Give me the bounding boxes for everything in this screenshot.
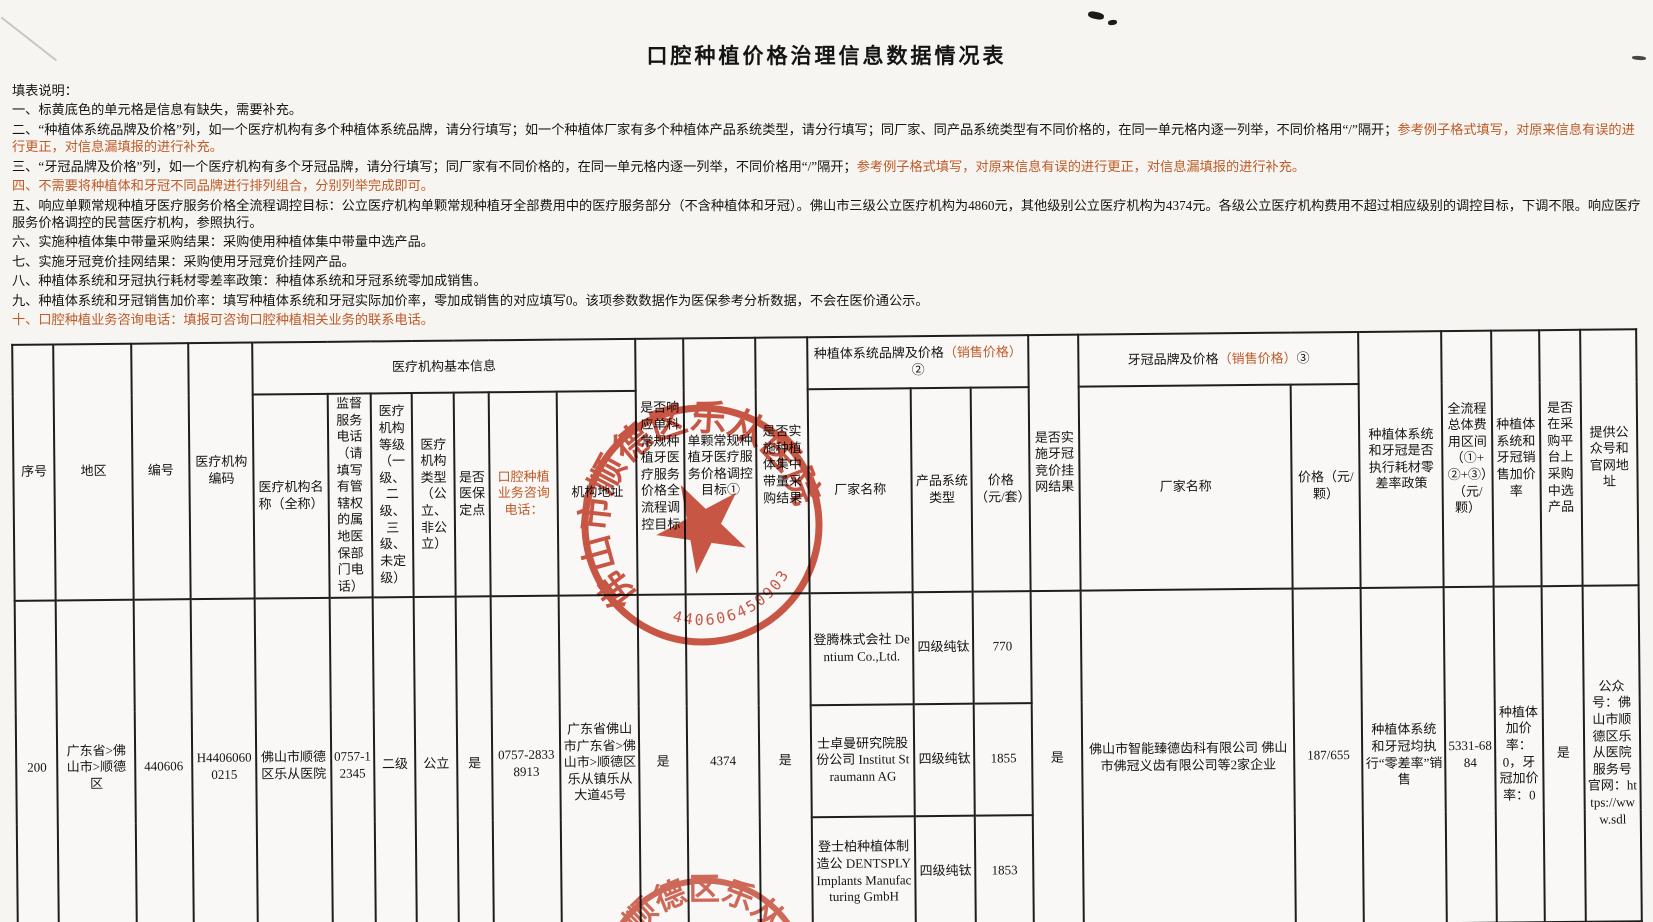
cell-crown-price: 187/655 xyxy=(1292,587,1365,922)
cell-implant-price-2: 1855 xyxy=(974,703,1034,816)
header-product-type: 产品系统类型 xyxy=(910,388,973,593)
instruction-item-10: 十、口腔种植业务咨询电话：填报可咨询口腔种植相关业务的联系电话。 xyxy=(12,312,434,328)
cell-org-type: 公立 xyxy=(414,596,459,922)
header-org-code: 医疗机构编码 xyxy=(188,343,255,600)
group-label-highlight: （销售价格） xyxy=(943,345,1022,361)
cell-zero-markup: 种植体系统和牙冠均执行“零差率”销售 xyxy=(1361,587,1448,922)
header-address: 机构地址 xyxy=(556,391,638,596)
price-governance-table: 序号 地区 编号 医疗机构编码 医疗机构基本信息 是否响应单科常规种植牙医疗服务… xyxy=(11,328,1643,922)
group-label-highlight: （销售价格） xyxy=(1218,350,1297,367)
instruction-item-9: 九、种植体系统和牙冠销售加价率：填写种植体系统和牙冠实际加价率，零加成销售的对应… xyxy=(12,292,929,308)
cell-seq: 200 xyxy=(14,600,60,922)
cell-region: 广东省>佛山市>顺德区 xyxy=(56,599,137,922)
header-crown-listing: 是否实施牙冠竞价挂网结果 xyxy=(1028,335,1081,592)
group-label-num: ② xyxy=(911,362,925,378)
cell-total-cost: 5331-6884 xyxy=(1443,586,1497,922)
instructions-heading: 填表说明： xyxy=(12,83,78,98)
header-implant-price: 价格（元/套） xyxy=(970,387,1031,592)
data-table-wrapper: 序号 地区 编号 医疗机构编码 医疗机构基本信息 是否响应单科常规种植牙医疗服务… xyxy=(11,328,1653,922)
cell-supervise-phone: 0757-12345 xyxy=(329,597,376,922)
header-consult-phone: 口腔种植业务咨询电话： xyxy=(488,392,559,597)
instruction-item-1: 一、标黄底色的单元格是信息有缺失，需要补充。 xyxy=(12,102,303,118)
cell-org-code: H44060600215 xyxy=(190,598,258,922)
cell-platform-purchase: 是 xyxy=(1541,585,1586,922)
instruction-item-4: 四、不需要将种植体和牙冠不同品牌进行排列组合，分别列举完成即可。 xyxy=(12,178,434,194)
cell-crown-listing: 是 xyxy=(1030,590,1084,922)
header-total-cost: 全流程总体费用区间（①+②+③）（元/颗） xyxy=(1441,331,1494,588)
instruction-item-7: 七、实施牙冠竞价挂网结果：采购使用牙冠竞价挂网产品。 xyxy=(12,253,355,269)
cell-price-target: 4374 xyxy=(685,593,761,922)
instruction-item-3: 三、“牙冠品牌及价格”列，如一个医疗机构有多个牙冠品牌，请分行填写；同厂家有不同… xyxy=(12,158,1643,175)
instruction-text-highlight: 参考例子格式填写，对原来信息有误的进行更正，对信息漏填报的进行补充。 xyxy=(856,158,1306,174)
header-implant-vbp: 是否实施种植体集中带量采购结果 xyxy=(755,337,810,594)
header-respond-target: 是否响应单科常规种植牙医疗服务价格全流程调控目标 xyxy=(635,338,686,595)
cell-org-name: 佛山市顺德区乐从医院 xyxy=(254,597,333,922)
header-markup-rate: 种植体系统和牙冠销售加价率 xyxy=(1491,330,1542,587)
cell-implant-maker-1: 登腾株式会社 Dentium Co.,Ltd. xyxy=(809,592,914,706)
header-crown-maker: 厂家名称 xyxy=(1078,385,1293,591)
cell-implant-price-3: 1853 xyxy=(975,815,1035,922)
cell-product-type-2: 四级纯钛 xyxy=(913,703,976,817)
instruction-item-6: 六、实施种植体集中带量采购结果：采购使用种植体集中带量中选产品。 xyxy=(12,234,434,250)
header-official-site: 提供公众号和官网地址 xyxy=(1580,329,1639,586)
header-seq: 序号 xyxy=(12,344,57,601)
header-price-target: 单颗常规种植牙医疗服务价格调控目标① xyxy=(682,338,758,595)
instruction-item-2: 二、“种植体系统品牌及价格”列，如一个医疗机构有多个种植体系统品牌，请分行填写；… xyxy=(12,121,1643,156)
cell-crown-maker: 佛山市智能臻德齿科有限公司 佛山市佛冠义齿有限公司等2家企业 xyxy=(1080,588,1296,922)
cell-product-type-3: 四级纯钛 xyxy=(915,815,977,922)
cell-implant-vbp: 是 xyxy=(757,593,813,922)
instruction-text: 三、“牙冠品牌及价格”列，如一个医疗机构有多个牙冠品牌，请分行填写；同厂家有不同… xyxy=(12,158,857,174)
header-supervise-phone: 监督服务电话（请填写有管辖权的属地医保部门电话） xyxy=(327,393,373,598)
cell-implant-maker-2: 士卓曼研究院股份公司 Institut Straumann AG xyxy=(810,704,916,818)
cell-product-type-1: 四级纯钛 xyxy=(912,591,975,705)
instruction-text-highlight: 参考例子格式填写，对原来信息有误的进行更正，对信息漏填报的进行补充。 xyxy=(12,121,1635,155)
cell-org-level: 二级 xyxy=(372,597,418,922)
instruction-item-5: 五、响应单颗常规种植牙医疗服务价格全流程调控目标：公立医疗机构单颗常规种植牙全部… xyxy=(12,197,1641,230)
cell-markup-rate: 种植体加价率：0，牙冠加价率：0 xyxy=(1493,586,1545,922)
cell-implant-price-1: 770 xyxy=(972,591,1032,704)
header-crown-price: 价格（元/颗） xyxy=(1290,384,1362,589)
header-org-type: 医疗机构类型（公立、非公立） xyxy=(412,393,456,598)
header-group-implant-brand: 种植体系统品牌及价格（销售价格） ② xyxy=(806,335,1029,390)
cell-address: 广东省佛山市广东省>佛山市>顺德区乐从镇乐从大道45号 xyxy=(558,594,641,922)
cell-consult-phone: 0757-28338913 xyxy=(490,595,563,922)
header-platform-purchase: 是否在采购平台上采购中选产品 xyxy=(1538,330,1583,587)
cell-official-site: 公众号：佛山市顺德区乐从医院服务号 官网：https://www.sdl xyxy=(1582,585,1642,922)
header-implant-maker: 厂家名称 xyxy=(807,388,913,594)
cell-is-insurance: 是 xyxy=(455,596,494,922)
header-group-crown-brand: 牙冠品牌及价格（销售价格）③ xyxy=(1078,332,1360,388)
cell-implant-maker-3: 登士柏种植体制造公 DENTSPLYImplants Manufacturing… xyxy=(811,816,917,922)
header-zero-markup: 种植体系统和牙冠是否执行耗材零差率政策 xyxy=(1358,331,1444,588)
page-title: 口腔种植价格治理信息数据情况表 xyxy=(646,44,1007,68)
group-label: 牙冠品牌及价格 xyxy=(1127,351,1219,368)
header-group-basic-info: 医疗机构基本信息 xyxy=(252,339,636,396)
header-region: 地区 xyxy=(53,344,134,601)
instruction-text: 二、“种植体系统品牌及价格”列，如一个医疗机构有多个种植体系统品牌，请分行填写；… xyxy=(12,121,1398,137)
group-label: 种植体系统品牌及价格 xyxy=(813,345,944,363)
form-instructions: 填表说明： 一、标黄底色的单元格是信息有缺失，需要补充。 二、“种植体系统品牌及… xyxy=(0,80,1653,328)
instruction-item-8: 八、种植体系统和牙冠执行耗材零差率政策：种植体系统和牙冠系统零加成销售。 xyxy=(12,273,487,289)
header-org-name: 医疗机构名称（全称） xyxy=(252,394,330,599)
header-is-insurance: 是否医保定点 xyxy=(453,392,491,597)
header-code: 编号 xyxy=(131,343,191,600)
header-org-level: 医疗机构等级（一级、二级、三级、未定级） xyxy=(370,393,415,598)
cell-respond-target: 是 xyxy=(637,594,689,922)
group-label-num: ③ xyxy=(1296,350,1310,366)
table-row: 200 广东省>佛山市>顺德区 440606 H44060600215 佛山市顺… xyxy=(14,585,1642,922)
cell-code: 440606 xyxy=(133,599,194,922)
